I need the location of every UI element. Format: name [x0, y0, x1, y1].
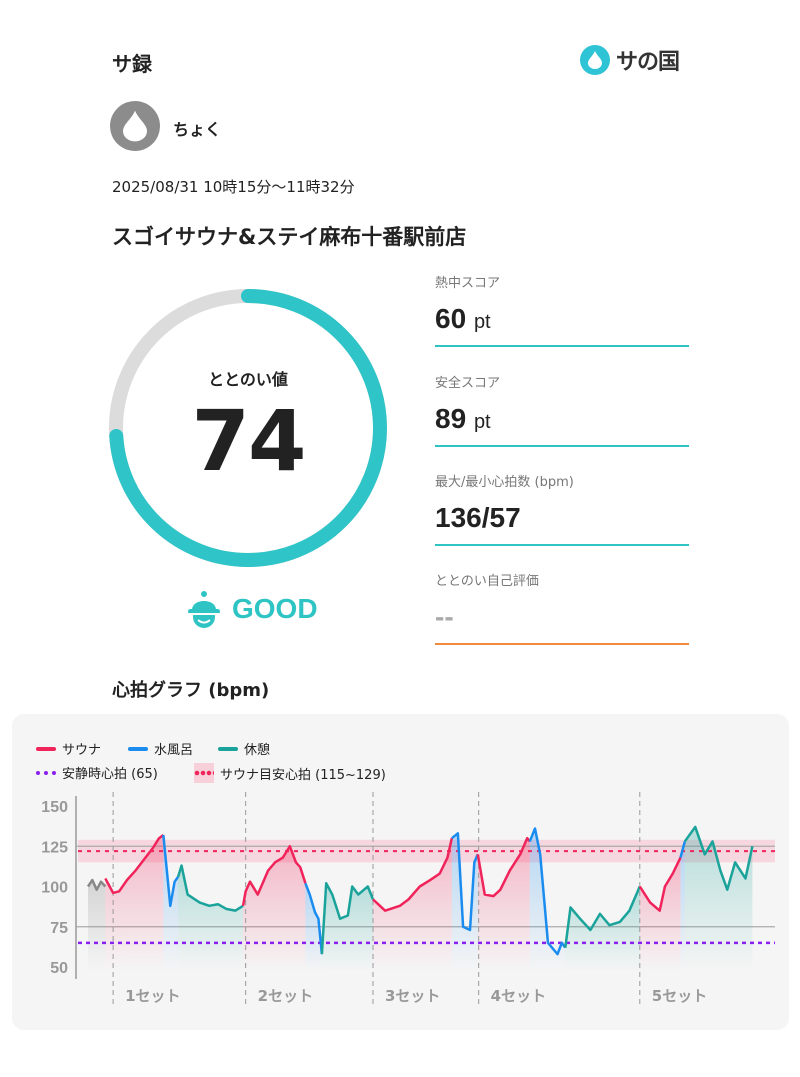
y-tick-label: 75 — [50, 920, 68, 937]
series-cold — [528, 827, 567, 956]
value-number[interactable]: -- — [435, 601, 454, 632]
rating-label: GOOD — [232, 593, 318, 624]
y-tick-label: 50 — [50, 960, 68, 977]
totonoi-value: 74 — [191, 392, 307, 490]
metric-value: -- — [435, 601, 689, 639]
area-sauna — [372, 838, 452, 972]
y-tick-label: 100 — [41, 880, 68, 897]
area-sauna — [105, 834, 164, 972]
legend-target-hr: サウナ目安心拍 (115~129) — [194, 763, 386, 783]
area-cold — [529, 828, 566, 972]
series-sauna — [241, 845, 307, 907]
metric-label: 最大/最小心拍数 (bpm) — [435, 475, 574, 490]
metric-label: 安全スコア — [435, 376, 501, 391]
app-logo: サの国 — [580, 44, 680, 76]
metric-self-rating[interactable]: ととのい自己評価 -- — [435, 570, 689, 645]
series-rest — [320, 882, 375, 955]
totonoi-ring — [109, 289, 387, 567]
legend-label: 休憩 — [244, 743, 271, 758]
value-number: 89 — [435, 403, 467, 434]
set-label: 1セット — [125, 987, 180, 1005]
divider — [435, 643, 689, 645]
chart-title: 心拍グラフ (bpm) — [112, 680, 270, 701]
ring-progress — [109, 289, 387, 567]
area-cold — [451, 833, 478, 972]
set-label: 5セット — [652, 987, 707, 1005]
metric-value: 60 pt — [435, 303, 689, 341]
value-unit: pt — [473, 411, 491, 433]
area-sauna — [243, 846, 306, 972]
series-sauna — [476, 836, 531, 898]
set-label: 4セット — [491, 987, 546, 1005]
target-band — [78, 839, 775, 863]
area-cold — [305, 883, 322, 972]
session-datetime: 2025/08/31 10時15分〜11時32分 — [112, 178, 355, 196]
legend-resting-hr: 安静時心拍 (65) — [36, 763, 158, 782]
series-cold — [679, 841, 687, 858]
heart-rate-chart-card: サウナ 水風呂 休憩 安静時心拍 (65) サウナ目安心拍 (115~129) … — [12, 714, 789, 1030]
y-tick-label: 125 — [41, 839, 68, 856]
area-pre — [88, 880, 106, 972]
logo-drop-icon — [580, 45, 610, 75]
series-pre — [86, 878, 107, 891]
legend-sauna: サウナ — [36, 739, 101, 758]
series-rest — [564, 886, 641, 948]
series-cold — [162, 834, 180, 908]
value-unit: pt — [473, 311, 491, 333]
metric-label: 熱中スコア — [435, 276, 501, 291]
page-title: サ録 — [112, 52, 152, 76]
legend-rest: 休憩 — [218, 739, 270, 758]
legend-label: サウナ目安心拍 (115~129) — [220, 767, 386, 783]
venue-name[interactable]: スゴイサウナ&ステイ麻布十番駅前店 — [112, 225, 467, 249]
area-rest — [321, 883, 373, 972]
divider — [435, 544, 689, 546]
series-rest — [683, 825, 754, 891]
area-rest — [565, 886, 640, 972]
value-number: 136/57 — [435, 502, 521, 533]
heart-rate-chart: 150 125 100 75 50 1セット 2セット 3セット 4セット 5セット — [41, 792, 775, 1007]
metric-value: 136/57 — [435, 502, 689, 540]
metric-heat-score: 熱中スコア 60 pt — [435, 272, 689, 347]
legend-label: サウナ — [62, 743, 102, 758]
metric-safety-score: 安全スコア 89 pt — [435, 372, 689, 447]
area-sauna — [477, 838, 530, 972]
series-cold — [304, 882, 324, 955]
totonoi-label: ととのい値 — [208, 370, 288, 389]
set-label: 3セット — [385, 987, 440, 1005]
metric-heart-rate: 最大/最小心拍数 (bpm) 136/57 — [435, 471, 689, 546]
series-cold — [451, 832, 479, 932]
divider — [435, 445, 689, 447]
rating-badge: GOOD — [186, 590, 318, 628]
metric-value: 89 pt — [435, 403, 689, 441]
series-sauna — [372, 837, 454, 912]
legend-label: 水風呂 — [154, 743, 194, 758]
series-sauna — [638, 856, 682, 912]
series-rest — [176, 864, 244, 912]
set-label: 2セット — [258, 987, 313, 1005]
area-cold — [680, 841, 685, 972]
legend-cold: 水風呂 — [128, 739, 193, 758]
user-name[interactable]: ちょく — [173, 120, 222, 139]
logo-text: サの国 — [616, 50, 680, 75]
sauna-hat-face-icon — [188, 591, 220, 628]
y-tick-label: 150 — [41, 799, 68, 816]
legend-label: 安静時心拍 (65) — [62, 767, 158, 782]
area-rest — [178, 865, 244, 972]
avatar[interactable] — [110, 101, 160, 151]
metric-label: ととのい自己評価 — [435, 574, 539, 589]
area-sauna — [639, 857, 681, 972]
divider — [435, 345, 689, 347]
series-sauna — [104, 833, 165, 895]
value-number: 60 — [435, 303, 467, 334]
